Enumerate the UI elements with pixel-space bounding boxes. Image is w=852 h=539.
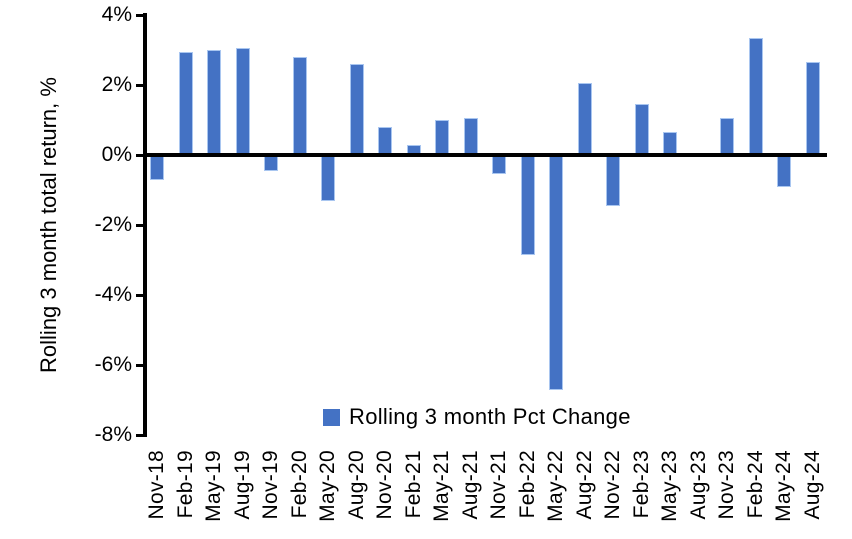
y-tick-label--2%: -2% bbox=[94, 213, 132, 236]
bar-May-24 bbox=[777, 155, 792, 187]
bar-Feb-19 bbox=[178, 51, 193, 155]
x-tick-label-Nov-21: Nov-21 bbox=[487, 450, 511, 520]
y-axis-title: Rolling 3 month total return, % bbox=[36, 77, 61, 373]
legend-swatch-icon bbox=[323, 408, 340, 426]
bar-May-20 bbox=[321, 155, 336, 201]
x-tick-label-Aug-22: Aug-22 bbox=[572, 450, 596, 520]
bar-May-23 bbox=[663, 132, 678, 155]
bar-Nov-23 bbox=[720, 118, 735, 155]
x-tick-label-Feb-24: Feb-24 bbox=[743, 450, 767, 519]
bar-May-21 bbox=[435, 120, 450, 155]
x-tick-label-May-21: May-21 bbox=[430, 450, 454, 522]
bar-Aug-20 bbox=[349, 64, 364, 155]
zero-baseline bbox=[143, 153, 827, 157]
x-tick-label-Feb-22: Feb-22 bbox=[515, 450, 539, 519]
x-tick-label-May-19: May-19 bbox=[202, 450, 226, 522]
y-tick-mark-2% bbox=[136, 83, 147, 87]
bar-Feb-24 bbox=[748, 37, 763, 155]
x-tick-label-May-24: May-24 bbox=[772, 450, 796, 522]
bar-Feb-20 bbox=[292, 57, 307, 155]
x-tick-label-Aug-19: Aug-19 bbox=[230, 450, 254, 520]
x-tick-label-Nov-23: Nov-23 bbox=[715, 450, 739, 520]
x-tick-label-Nov-18: Nov-18 bbox=[145, 450, 169, 520]
legend: Rolling 3 month Pct Change bbox=[323, 404, 631, 430]
x-tick-label-Feb-23: Feb-23 bbox=[629, 450, 653, 519]
y-tick-mark--4% bbox=[136, 293, 147, 297]
x-tick-label-Nov-20: Nov-20 bbox=[373, 450, 397, 520]
x-tick-label-Nov-22: Nov-22 bbox=[601, 450, 625, 520]
bar-Aug-21 bbox=[463, 118, 478, 155]
x-tick-label-Feb-21: Feb-21 bbox=[401, 450, 425, 519]
bar-Aug-19 bbox=[235, 48, 250, 155]
bar-Feb-23 bbox=[634, 104, 649, 155]
bar-Nov-19 bbox=[264, 155, 279, 171]
y-tick-label--6%: -6% bbox=[94, 353, 132, 376]
x-tick-label-Aug-20: Aug-20 bbox=[344, 450, 368, 520]
y-tick-mark-0% bbox=[136, 153, 147, 157]
y-tick-mark--2% bbox=[136, 223, 147, 227]
legend-label: Rolling 3 month Pct Change bbox=[349, 404, 631, 429]
y-tick-label-4%: 4% bbox=[101, 3, 132, 26]
y-tick-label--8%: -8% bbox=[94, 423, 132, 446]
bar-May-22 bbox=[549, 155, 564, 390]
x-tick-label-Aug-24: Aug-24 bbox=[800, 450, 824, 520]
x-tick-label-Feb-20: Feb-20 bbox=[287, 450, 311, 519]
x-tick-label-May-23: May-23 bbox=[658, 450, 682, 522]
bar-Nov-18 bbox=[150, 155, 165, 180]
bar-Aug-22 bbox=[577, 83, 592, 155]
bar-Aug-24 bbox=[805, 62, 820, 155]
y-tick-mark--6% bbox=[136, 363, 147, 367]
y-tick-label-2%: 2% bbox=[101, 73, 132, 96]
bar-Nov-21 bbox=[492, 155, 507, 175]
x-tick-label-May-22: May-22 bbox=[544, 450, 568, 522]
x-tick-label-May-20: May-20 bbox=[316, 450, 340, 522]
x-tick-label-Aug-23: Aug-23 bbox=[686, 450, 710, 520]
bar-Nov-22 bbox=[606, 155, 621, 206]
y-tick-mark--8% bbox=[136, 433, 147, 437]
bar-May-19 bbox=[207, 50, 222, 155]
bar-Nov-20 bbox=[378, 127, 393, 155]
y-tick-label--4%: -4% bbox=[94, 283, 132, 306]
x-tick-label-Nov-19: Nov-19 bbox=[259, 450, 283, 520]
y-tick-mark-4% bbox=[136, 13, 147, 17]
y-tick-label-0%: 0% bbox=[101, 143, 132, 166]
x-tick-label-Aug-21: Aug-21 bbox=[458, 450, 482, 520]
bar-Feb-22 bbox=[520, 155, 535, 255]
x-tick-label-Feb-19: Feb-19 bbox=[173, 450, 197, 519]
